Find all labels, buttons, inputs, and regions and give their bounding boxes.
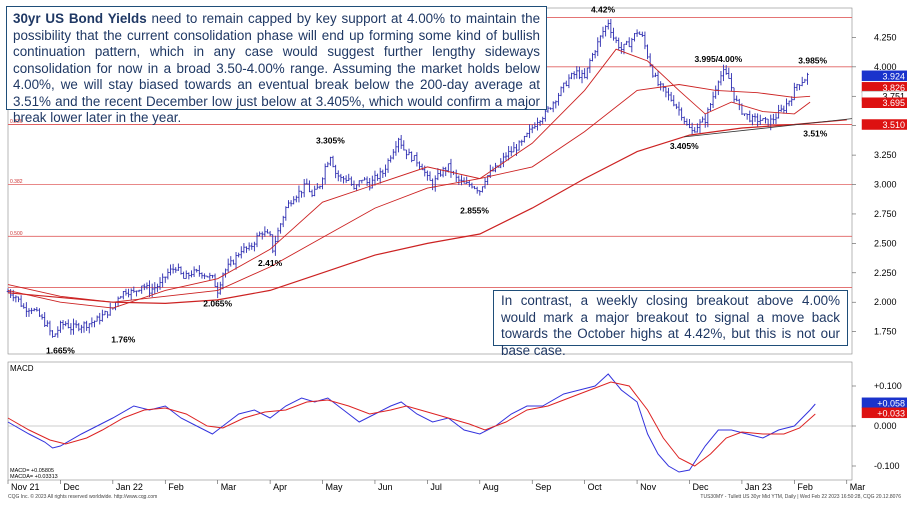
macd-legend-entry: MACD= +0.05805 — [10, 468, 54, 474]
macd-line — [7, 373, 816, 473]
price-level-label: 3.995/4.00% — [694, 54, 742, 64]
annotation-lead: 30yr US Bond Yields — [13, 11, 147, 26]
x-axis-label: Apr — [273, 482, 287, 492]
price-badge-box — [861, 119, 907, 130]
fib-level-label: 0.500 — [10, 231, 23, 237]
x-axis-label: Aug — [483, 482, 499, 492]
price-badge: 3.695 — [882, 98, 905, 108]
macd-y-tick-label: -0.100 — [874, 461, 900, 471]
macd-legend-entry: MACDA= +0.03313 — [10, 474, 58, 480]
x-axis-label: Dec — [692, 482, 709, 492]
fib-level-label: 0.382 — [10, 179, 23, 185]
footer-copyright: CQG Inc. © 2023 All rights reserved worl… — [8, 494, 158, 500]
price-level-label: 3.405% — [670, 141, 699, 151]
price-level-label: 3.985% — [798, 56, 827, 66]
x-axis-label: Dec — [63, 482, 80, 492]
macd-badge: +0.033 — [877, 408, 905, 418]
x-axis-label: Feb — [168, 482, 184, 492]
price-y-tick-label: 2.750 — [874, 209, 897, 219]
x-axis-label: Nov 21 — [11, 482, 40, 492]
price-badge-box — [861, 97, 907, 108]
price-badge-box — [861, 70, 907, 82]
fib-level-label: 0.236 — [10, 119, 23, 125]
macd-y-tick-label: +0.100 — [874, 381, 902, 391]
x-axis-label: Mar — [221, 482, 237, 492]
price-level-label: 2.065% — [203, 299, 232, 309]
price-y-tick-label: 1.750 — [874, 327, 897, 337]
macd-badge: +0.058 — [877, 398, 905, 408]
macd-y-tick-label: 0.000 — [874, 421, 897, 431]
top-annotation-box: 30yr US Bond Yields need to remain cappe… — [6, 6, 547, 125]
price-y-tick-label: 4.250 — [874, 32, 897, 42]
annotation-text: need to remain capped by key support at … — [13, 11, 541, 125]
price-y-tick-label: 3.000 — [874, 180, 897, 190]
x-axis-label: Nov — [640, 482, 657, 492]
x-axis-label: May — [326, 482, 344, 492]
macd-signal-line — [7, 381, 816, 467]
annotation-text-bottom: In contrast, a weekly closing breakout a… — [501, 293, 840, 358]
bottom-annotation-box: In contrast, a weekly closing breakout a… — [493, 290, 848, 358]
moving-average-line — [7, 48, 811, 309]
x-axis-label: Jan 22 — [116, 482, 143, 492]
support-trendline — [684, 118, 853, 138]
x-axis-label: Oct — [588, 482, 603, 492]
footer-instrument: TUS30MY - Tullett US 30yr Mid YTM, Daily… — [700, 494, 901, 500]
x-axis-label: Sep — [535, 482, 551, 492]
price-level-label: 4.42% — [591, 4, 616, 14]
macd-badge-box — [861, 407, 907, 419]
x-axis-label: Mar — [850, 482, 866, 492]
price-level-label: 1.76% — [111, 334, 136, 344]
moving-average-line — [7, 84, 811, 303]
price-y-tick-label: 2.500 — [874, 238, 897, 248]
macd-panel-frame — [7, 361, 853, 481]
price-badge: 3.751 — [882, 92, 905, 102]
x-axis-label: Jul — [430, 482, 442, 492]
price-y-tick-label: 3.250 — [874, 150, 897, 160]
price-level-label: 1.665% — [46, 346, 75, 356]
price-y-tick-label: 2.250 — [874, 268, 897, 278]
price-level-label: 3.51% — [803, 129, 828, 139]
price-level-label: 2.41% — [258, 258, 283, 268]
price-badge: 3.924 — [882, 71, 905, 81]
x-axis-label: Jun — [378, 482, 393, 492]
price-level-label: 3.305% — [316, 136, 345, 146]
price-badge: 3.510 — [882, 120, 905, 130]
x-axis-label: Feb — [797, 482, 813, 492]
price-y-tick-label: 4.000 — [874, 62, 897, 72]
price-badge: 3.826 — [882, 83, 905, 93]
moving-average-line — [7, 119, 847, 305]
price-y-tick-label: 2.000 — [874, 297, 897, 307]
price-level-label: 2.855% — [460, 206, 489, 216]
x-axis-label: Jan 23 — [745, 482, 772, 492]
macd-title: MACD — [10, 364, 34, 373]
